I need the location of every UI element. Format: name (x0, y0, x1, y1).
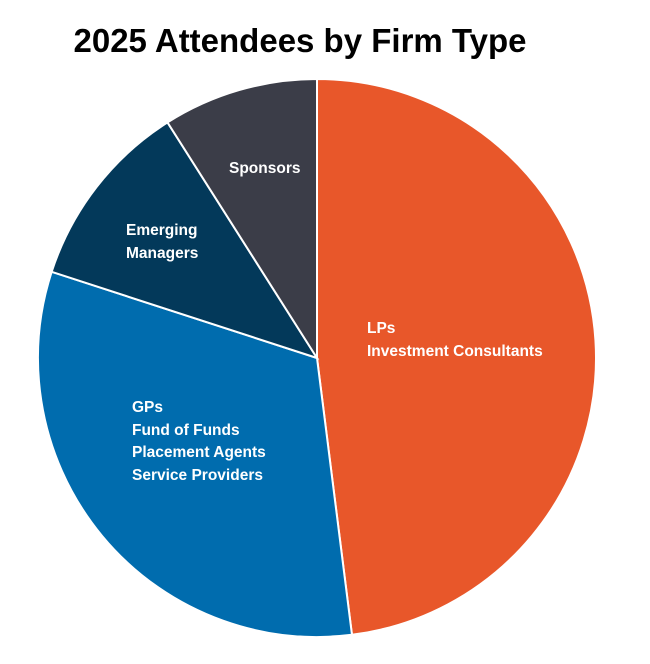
slice-label-sponsors: Sponsors (229, 158, 300, 181)
label-line: Emerging (126, 222, 198, 239)
slice-label-lps: LPs Investment Consultants (367, 318, 543, 363)
label-line: Service Providers (132, 466, 263, 484)
label-line: Placement Agents (132, 444, 266, 461)
label-line: Fund of Funds (132, 421, 240, 439)
label-line: LPs (367, 320, 396, 337)
label-line: Investment Consultants (367, 342, 543, 360)
label-line: GPs (132, 399, 164, 416)
slice-label-emerging-managers: Emerging Managers (126, 220, 198, 265)
slice-label-gps: GPs Fund of Funds Placement Agents Servi… (132, 397, 266, 487)
label-line: Sponsors (229, 160, 301, 177)
pie-slice-gps (37, 270, 354, 638)
label-line: Managers (126, 244, 199, 262)
pie-slice-lps (316, 77, 597, 636)
pie-slice-emerging (50, 121, 320, 360)
pie-slice-sponsors (166, 77, 318, 362)
chart-title: 2025 Attendees by Firm Type (73, 22, 527, 59)
